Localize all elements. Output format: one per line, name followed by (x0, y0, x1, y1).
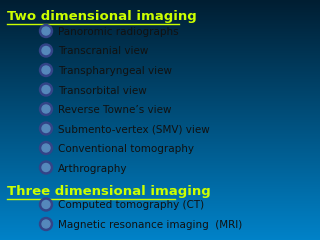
Circle shape (39, 44, 52, 57)
Circle shape (39, 122, 52, 135)
Circle shape (39, 217, 52, 230)
Text: Submento-vertex (SMV) view: Submento-vertex (SMV) view (58, 125, 210, 134)
Circle shape (42, 163, 50, 172)
Text: Magnetic resonance imaging  (MRI): Magnetic resonance imaging (MRI) (58, 220, 242, 230)
Circle shape (39, 142, 52, 155)
Circle shape (39, 161, 52, 174)
Circle shape (42, 144, 50, 152)
Circle shape (39, 83, 52, 96)
Text: Two dimensional imaging: Two dimensional imaging (7, 10, 197, 23)
Circle shape (39, 24, 52, 37)
Text: Reverse Towne’s view: Reverse Towne’s view (58, 105, 172, 115)
Circle shape (42, 200, 50, 209)
Text: Transorbital view: Transorbital view (58, 85, 147, 96)
Circle shape (42, 220, 50, 228)
Circle shape (42, 66, 50, 74)
Text: Computed tomography (CT): Computed tomography (CT) (58, 200, 204, 210)
Circle shape (42, 85, 50, 94)
Circle shape (42, 27, 50, 35)
Circle shape (39, 198, 52, 211)
Circle shape (42, 125, 50, 132)
Text: Conventional tomography: Conventional tomography (58, 144, 194, 154)
Circle shape (42, 47, 50, 54)
Text: Arthrography: Arthrography (58, 163, 127, 174)
Circle shape (39, 64, 52, 77)
Text: Panoromic radiographs: Panoromic radiographs (58, 27, 179, 37)
Circle shape (42, 105, 50, 113)
Text: Transcranial view: Transcranial view (58, 47, 148, 56)
Text: Three dimensional imaging: Three dimensional imaging (7, 185, 211, 198)
Circle shape (39, 102, 52, 115)
Text: Transpharyngeal view: Transpharyngeal view (58, 66, 172, 76)
